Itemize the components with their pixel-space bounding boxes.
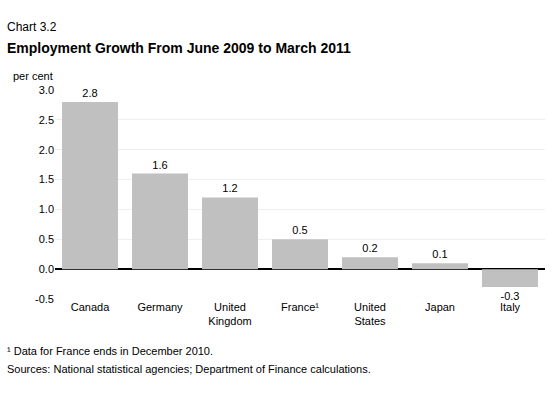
svg-text:0.1: 0.1	[432, 248, 447, 260]
svg-text:Chart 3.2: Chart 3.2	[7, 20, 57, 34]
svg-text:per cent: per cent	[13, 70, 53, 82]
svg-text:0.0: 0.0	[39, 263, 54, 275]
svg-text:2.8: 2.8	[82, 87, 97, 99]
svg-text:1.0: 1.0	[39, 203, 54, 215]
svg-text:1.2: 1.2	[222, 182, 237, 194]
svg-text:-0.5: -0.5	[35, 293, 54, 305]
svg-text:UnitedStates: UnitedStates	[354, 301, 386, 327]
svg-text:Italy: Italy	[500, 301, 521, 313]
svg-text:0.5: 0.5	[39, 233, 54, 245]
svg-text:Employment Growth From June 20: Employment Growth From June 2009 to Marc…	[7, 40, 351, 56]
svg-text:-0.3: -0.3	[501, 290, 520, 302]
svg-text:0.2: 0.2	[362, 242, 377, 254]
svg-text:1.6: 1.6	[152, 159, 167, 171]
svg-text:3.0: 3.0	[39, 84, 54, 96]
svg-text:1.5: 1.5	[39, 173, 54, 185]
svg-text:0.5: 0.5	[292, 224, 307, 236]
svg-text:Germany: Germany	[137, 301, 183, 313]
svg-text:Canada: Canada	[71, 301, 110, 313]
svg-text:Japan: Japan	[425, 301, 455, 313]
svg-text:¹ Data for France ends in Dece: ¹ Data for France ends in December 2010.	[7, 345, 213, 357]
svg-text:France¹: France¹	[281, 301, 319, 313]
svg-text:UnitedKingdom: UnitedKingdom	[208, 301, 251, 327]
svg-text:Sources: National statistical: Sources: National statistical agencies; …	[7, 363, 371, 375]
svg-text:2.5: 2.5	[39, 114, 54, 126]
svg-text:2.0: 2.0	[39, 144, 54, 156]
